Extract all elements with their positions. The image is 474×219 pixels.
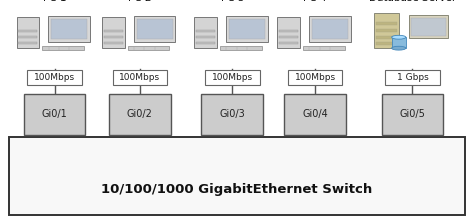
Ellipse shape [392,35,406,39]
Bar [279,36,298,38]
Bar [205,70,259,85]
Text: 100Mbps: 100Mbps [212,73,253,82]
Bar [288,70,342,85]
Bar [24,94,85,135]
Bar [309,16,351,42]
Bar [104,42,123,44]
Bar [102,17,125,48]
Bar [409,15,448,38]
Bar [18,42,37,44]
Bar [376,35,397,39]
Bar [18,30,37,32]
Bar [27,70,82,85]
Bar [279,30,298,32]
Bar [279,42,298,44]
Bar [376,22,397,25]
Text: 1 Gbps: 1 Gbps [397,73,428,82]
Bar [303,46,345,50]
Bar [277,17,300,48]
Bar [312,19,348,39]
Text: Database Server: Database Server [369,0,456,3]
Bar [196,42,215,44]
Bar [376,29,397,32]
Bar [411,18,446,36]
Bar [112,70,167,85]
Bar [48,16,90,42]
Bar [109,94,171,135]
Text: 100Mbps: 100Mbps [119,73,160,82]
Bar [104,36,123,38]
Bar [284,94,346,135]
Ellipse shape [392,46,406,50]
Bar [220,46,262,50]
Bar [128,46,169,50]
Bar [9,137,465,215]
Text: PC 2: PC 2 [128,0,152,3]
Bar [374,13,399,48]
Bar [17,17,39,48]
Bar [382,94,443,135]
Bar [42,46,84,50]
Text: 100Mbps: 100Mbps [295,73,336,82]
Text: Gi0/1: Gi0/1 [42,110,67,119]
Text: 10/100/1000 GigabitEthernet Switch: 10/100/1000 GigabitEthernet Switch [101,183,373,196]
Bar [196,36,215,38]
Text: PC 3: PC 3 [220,0,244,3]
Text: PC 4: PC 4 [303,0,327,3]
Text: Gi0/5: Gi0/5 [400,110,425,119]
Bar [104,30,123,32]
Bar [201,94,263,135]
Text: 100Mbps: 100Mbps [34,73,75,82]
Text: Gi0/3: Gi0/3 [219,110,245,119]
Text: Gi0/2: Gi0/2 [127,110,153,119]
Bar [51,19,87,39]
Bar [137,19,173,39]
Bar [392,37,406,48]
Bar [226,16,268,42]
Bar [196,30,215,32]
Bar [229,19,265,39]
Bar [385,70,439,85]
Bar [18,36,37,38]
Text: Gi0/4: Gi0/4 [302,110,328,119]
Bar [376,42,397,45]
Bar [134,16,175,42]
Text: PC 1: PC 1 [43,0,66,3]
Bar [194,17,217,48]
